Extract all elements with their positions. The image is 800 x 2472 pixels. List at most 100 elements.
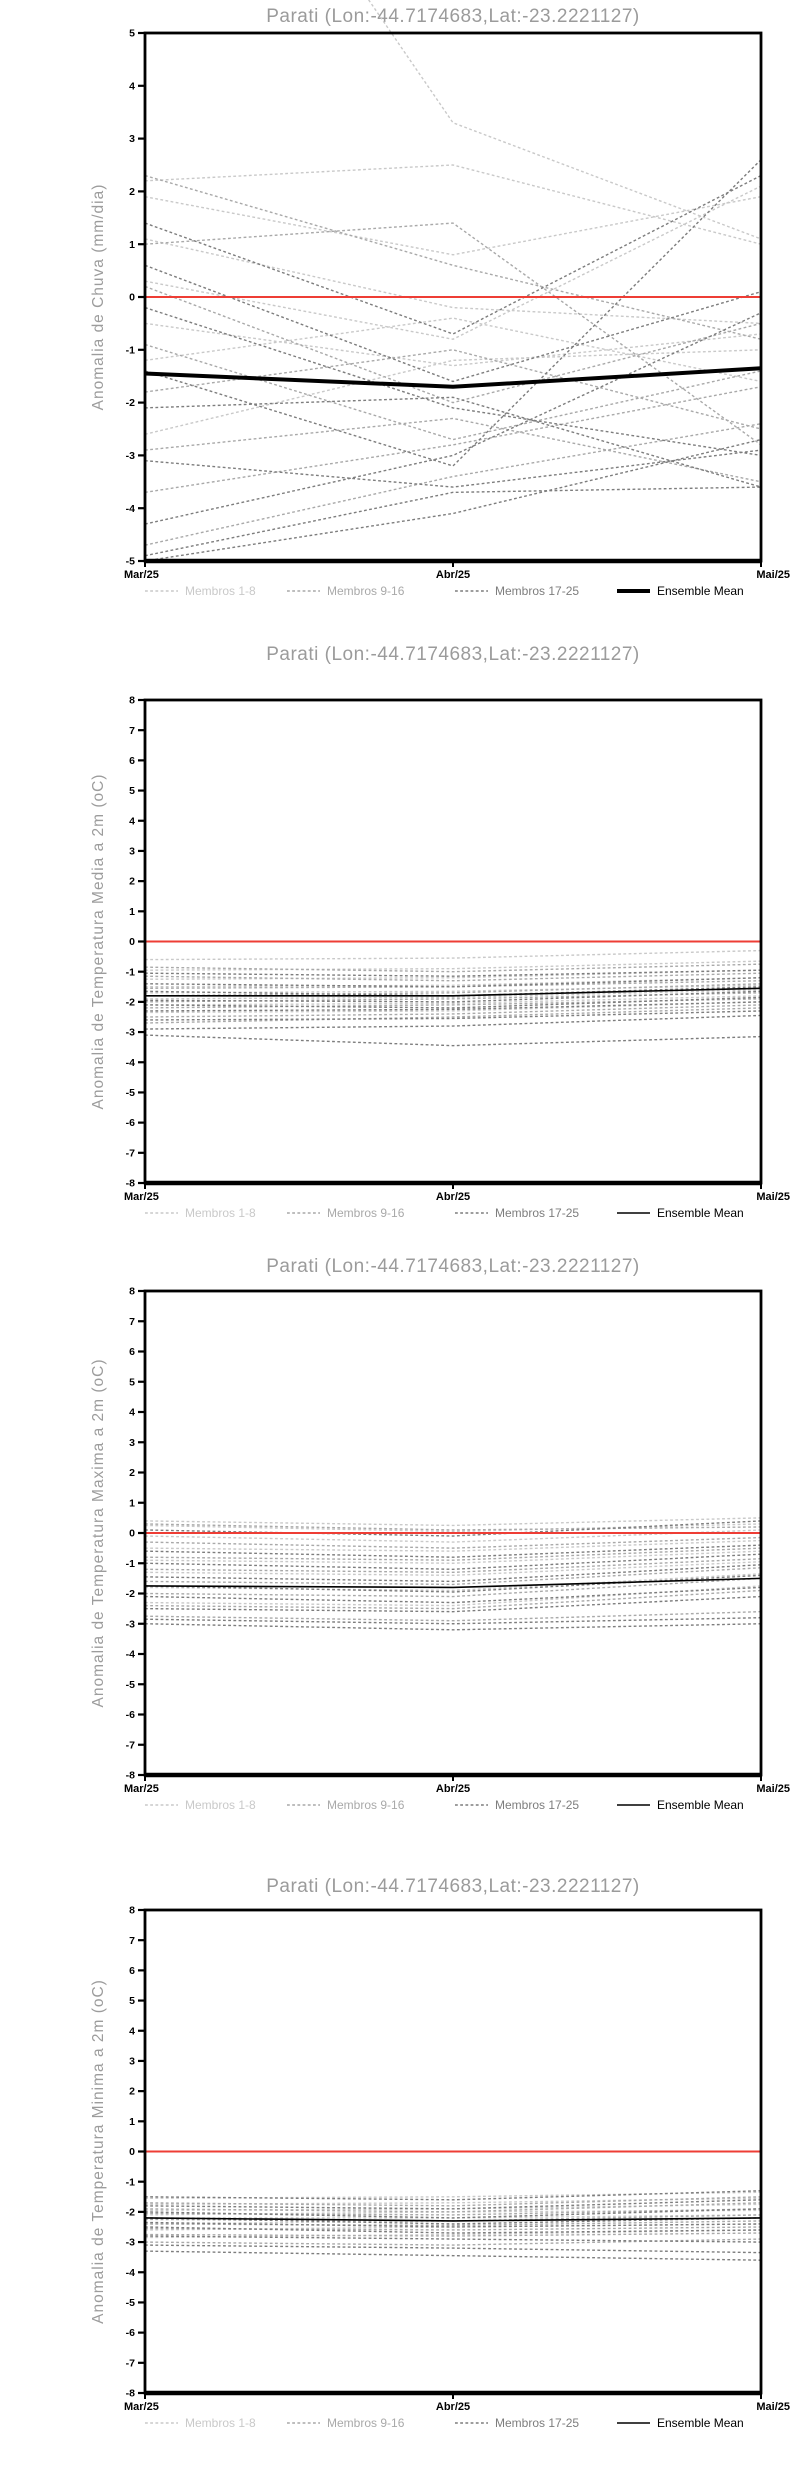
y-axis-tick-label: 1 xyxy=(129,906,135,918)
member-line xyxy=(144,174,762,340)
member-line xyxy=(144,1564,762,1583)
y-axis-tick-label: 7 xyxy=(129,725,135,737)
member-line xyxy=(144,960,762,971)
member-line xyxy=(144,449,762,488)
member-line xyxy=(144,238,762,325)
member-line xyxy=(144,264,762,383)
x-axis-tick-label: Mar/25 xyxy=(124,569,159,581)
member-line xyxy=(144,977,762,988)
member-line xyxy=(144,1014,762,1030)
member-line xyxy=(144,1577,762,1598)
x-axis-tick-label: Abr/25 xyxy=(436,1783,470,1795)
y-axis-label: Anomalia de Temperatura Media a 2m (oC) xyxy=(90,774,107,1110)
member-line xyxy=(144,1617,762,1625)
member-line xyxy=(144,1004,762,1018)
mean-temperature-anomaly-plot: Anomalia de Temperatura Media a 2m (oC) -… xyxy=(90,695,790,1220)
x-axis-tick-label: Mai/25 xyxy=(756,569,790,581)
member-line xyxy=(144,1553,762,1571)
member-line xyxy=(144,1001,762,1012)
member-line xyxy=(144,1539,762,1552)
member-line xyxy=(144,1523,762,1533)
member-line xyxy=(144,1529,762,1543)
x-axis-tick-label: Mar/25 xyxy=(124,1783,159,1795)
ensemble-mean-line xyxy=(144,1577,762,1589)
member-line xyxy=(144,349,762,430)
y-axis-tick-label: 5 xyxy=(129,1376,135,1388)
member-line xyxy=(144,972,762,982)
member-line xyxy=(144,969,762,977)
legend-label: Membros 1-8 xyxy=(185,1206,256,1220)
member-line xyxy=(144,438,762,562)
rain-anomaly-plot: Anomalia de Chuva (mm/dia) -5 -4 -3 -2 -1 0 1 2 3… xyxy=(90,0,790,598)
y-axis-tick-label: 2 xyxy=(129,2086,135,2098)
y-axis-tick-label: 3 xyxy=(129,2056,135,2068)
y-axis-tick-label: -3 xyxy=(126,1618,135,1630)
x-axis-tick-label: Mar/25 xyxy=(124,1191,159,1203)
y-axis-tick-label: 6 xyxy=(129,1346,135,1358)
y-axis-tick-label: -6 xyxy=(126,2327,135,2339)
member-line xyxy=(367,0,762,240)
member-line xyxy=(144,1610,762,1622)
x-axis-tick-label: Abr/25 xyxy=(436,569,470,581)
y-axis-tick-label: -4 xyxy=(126,2267,135,2279)
member-line xyxy=(144,2221,762,2228)
member-line xyxy=(144,1001,762,1014)
x-axis-tick-label: Abr/25 xyxy=(436,1191,470,1203)
y-axis-tick-label: 8 xyxy=(129,1286,135,1298)
y-axis-tick-label: -2 xyxy=(126,397,135,409)
member-line xyxy=(144,2226,762,2234)
y-axis-tick-label: -4 xyxy=(126,1649,135,1661)
member-line xyxy=(144,983,762,997)
member-line xyxy=(144,1623,762,1631)
legend-label: Membros 1-8 xyxy=(185,1798,256,1812)
legend-label: Ensemble Mean xyxy=(657,2416,744,2430)
member-line xyxy=(144,2226,762,2231)
member-line xyxy=(144,164,762,245)
y-axis-tick-label: -7 xyxy=(126,2357,135,2369)
member-line xyxy=(144,423,762,546)
member-line xyxy=(144,977,762,988)
member-line xyxy=(144,2190,762,2201)
x-axis-tick-label: Mar/25 xyxy=(124,2401,159,2413)
legend-label: Ensemble Mean xyxy=(657,1206,744,1220)
x-axis-tick-label: Mai/25 xyxy=(756,1191,790,1203)
member-line xyxy=(144,195,762,256)
member-line xyxy=(144,312,762,525)
y-axis-tick-label: 0 xyxy=(129,1528,135,1540)
member-line xyxy=(144,285,762,404)
member-line xyxy=(144,963,762,973)
member-line xyxy=(144,2199,762,2210)
y-axis-tick-label: -3 xyxy=(126,1027,135,1039)
min-temperature-anomaly-plot: Anomalia de Temperatura Minima a 2m (oC)… xyxy=(90,1905,790,2430)
legend-label: Membros 1-8 xyxy=(185,2416,256,2430)
member-line xyxy=(144,2196,762,2207)
member-line xyxy=(144,998,762,1009)
legend-label: Membros 1-8 xyxy=(185,584,256,598)
y-axis-tick-label: -4 xyxy=(126,1057,135,1069)
y-axis-tick-label: -7 xyxy=(126,1147,135,1159)
legend-label: Membros 9-16 xyxy=(327,1206,405,1220)
y-axis-tick-label: -3 xyxy=(126,450,135,462)
y-axis-tick-label: 2 xyxy=(129,876,135,888)
member-line xyxy=(144,2202,762,2213)
member-line xyxy=(144,1595,762,1613)
legend-label: Membros 9-16 xyxy=(327,2416,405,2430)
y-axis-tick-label: -6 xyxy=(126,1709,135,1721)
member-line xyxy=(144,2197,762,2206)
member-line xyxy=(144,1586,762,1604)
y-axis-tick-label: 5 xyxy=(129,1995,135,2007)
chart-title: Parati (Lon:-44.7174683,Lat:-23.2221127) xyxy=(266,1876,640,1897)
member-line xyxy=(144,396,762,488)
y-axis-tick-label: -1 xyxy=(126,966,135,978)
chart-title: Parati (Lon:-44.7174683,Lat:-23.2221127) xyxy=(266,1256,640,1277)
member-line xyxy=(144,2217,762,2225)
member-line xyxy=(144,486,762,557)
member-line xyxy=(144,2220,762,2227)
y-axis-tick-label: 0 xyxy=(129,936,135,948)
chart-title: Parati (Lon:-44.7174683,Lat:-23.2221127) xyxy=(266,6,640,27)
chart-title: Parati (Lon:-44.7174683,Lat:-23.2221127) xyxy=(266,644,640,665)
member-line xyxy=(144,1010,762,1021)
y-axis-tick-label: -5 xyxy=(126,1679,135,1691)
member-line xyxy=(144,995,762,1006)
member-line xyxy=(144,159,762,467)
